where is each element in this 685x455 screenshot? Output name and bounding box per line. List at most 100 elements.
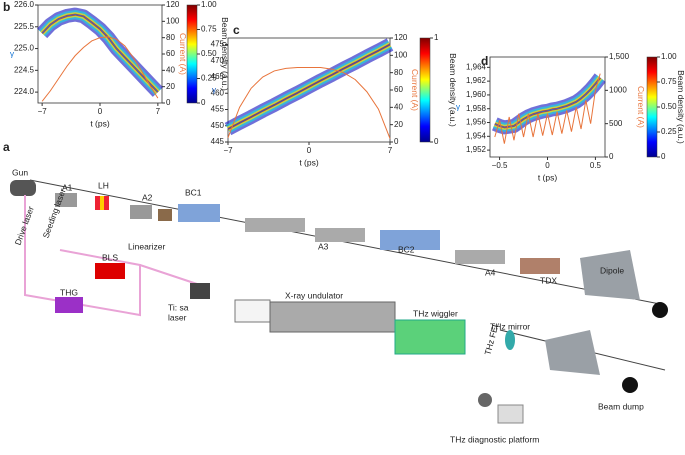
y2-tick-label: 40 bbox=[166, 65, 175, 74]
gun bbox=[10, 180, 36, 196]
beam-dump bbox=[622, 377, 638, 393]
colorbar-tick-label: 0 bbox=[661, 152, 666, 161]
y2-tick-label: 20 bbox=[166, 82, 175, 91]
gun-box bbox=[234, 299, 271, 323]
gamma-line bbox=[227, 44, 391, 130]
colorbar-tick-label: 0.50 bbox=[661, 102, 677, 111]
colorbar bbox=[419, 37, 431, 143]
colorbar-label: Beam density (a.u.) bbox=[220, 17, 230, 91]
colorbar-tick-label: 0.75 bbox=[201, 25, 217, 34]
diagram-label: THG bbox=[60, 287, 78, 297]
y2-tick-label: 60 bbox=[394, 85, 403, 94]
y2-tick-label: 0 bbox=[609, 152, 614, 161]
y-tick-label: 475 bbox=[211, 40, 225, 49]
beam-dump bbox=[652, 302, 668, 318]
diagram-label: X-ray undulator bbox=[285, 290, 343, 300]
bls-box bbox=[95, 263, 125, 279]
accelerator bbox=[315, 228, 365, 242]
x-tick-label: 7 bbox=[388, 146, 393, 155]
current-line bbox=[41, 36, 159, 102]
y-axis-label: γ bbox=[456, 101, 461, 111]
colorbar-tick-label: 0 bbox=[201, 98, 206, 107]
colorbar-label: Beam density (a.u.) bbox=[448, 53, 458, 127]
current-line bbox=[227, 66, 391, 139]
panel-label: c bbox=[233, 23, 240, 37]
y2-tick-label: 0 bbox=[394, 137, 399, 146]
diagram-label: A1 bbox=[62, 182, 73, 192]
x-tick-label: 0 bbox=[545, 161, 550, 170]
y2-tick-label: 1,500 bbox=[609, 52, 630, 61]
colorbar bbox=[646, 56, 658, 158]
x-axis-label: t (ps) bbox=[90, 118, 110, 128]
diagram-label: BC2 bbox=[398, 244, 415, 254]
colorbar-tick-label: 0 bbox=[434, 137, 439, 146]
y2-tick-label: 20 bbox=[394, 120, 403, 129]
thg-box bbox=[55, 297, 83, 313]
y-tick-label: 1,962 bbox=[466, 76, 487, 85]
diagram-label: THz diagnostic platform bbox=[450, 434, 539, 444]
x-tick-label: −0.5 bbox=[492, 161, 508, 170]
y2-tick-label: 100 bbox=[166, 16, 180, 25]
y-tick-label: 460 bbox=[211, 88, 225, 97]
accelerator bbox=[55, 193, 77, 207]
y2-axis-label: Current (A) bbox=[178, 33, 188, 75]
x-tick-label: −7 bbox=[38, 107, 48, 116]
y2-tick-label: 80 bbox=[394, 68, 403, 77]
y-tick-label: 226.0 bbox=[14, 0, 35, 9]
y-tick-label: 1,952 bbox=[466, 145, 487, 154]
y2-tick-label: 500 bbox=[609, 119, 623, 128]
x-tick-label: 7 bbox=[156, 107, 161, 116]
y-tick-label: 455 bbox=[211, 105, 225, 114]
ti-sa-box bbox=[190, 283, 210, 299]
y2-tick-label: 0 bbox=[166, 98, 171, 107]
colorbar-tick-label: 1 bbox=[434, 33, 439, 42]
beamline bbox=[29, 179, 666, 306]
diagram-label: Drive laser bbox=[13, 205, 36, 247]
colorbar-tick-label: 0.75 bbox=[661, 77, 677, 86]
diagram-label: LH bbox=[98, 180, 109, 190]
y-axis-label: γ bbox=[212, 84, 217, 94]
linearizer bbox=[158, 209, 172, 221]
y-tick-label: 1,954 bbox=[466, 131, 487, 140]
x-tick-label: 0.5 bbox=[590, 161, 602, 170]
y-tick-label: 224.0 bbox=[14, 87, 35, 96]
diagram-label: THz FEL bbox=[482, 321, 500, 356]
panel-label: d bbox=[481, 54, 488, 68]
y-tick-label: 1,958 bbox=[466, 104, 487, 113]
mirror bbox=[505, 330, 515, 350]
y2-tick-label: 100 bbox=[394, 50, 408, 59]
accelerator bbox=[455, 250, 505, 264]
colorbar-tick-label: 0.25 bbox=[201, 74, 217, 83]
diagram-label: BC1 bbox=[185, 187, 202, 197]
diagram-label: laser bbox=[168, 312, 187, 322]
wiggler bbox=[394, 319, 466, 355]
colorbar-tick-label: 1.00 bbox=[661, 52, 677, 61]
setup-diagram: a bbox=[3, 140, 668, 424]
diagram-label: THz mirror bbox=[490, 321, 530, 331]
diagram-label: Beam dump bbox=[598, 401, 644, 411]
diagram-label: Linearizer bbox=[128, 241, 165, 251]
laser-path bbox=[24, 195, 201, 317]
gamma-line bbox=[41, 14, 159, 93]
y-tick-label: 225.5 bbox=[14, 22, 35, 31]
y2-axis-label: Current (A) bbox=[636, 86, 646, 128]
y-tick-label: 224.5 bbox=[14, 65, 35, 74]
diagram-label: Ti: sa bbox=[168, 302, 189, 312]
y-axis-label: γ bbox=[10, 48, 15, 58]
diagram-label: BLS bbox=[102, 252, 118, 262]
y2-tick-label: 1000 bbox=[609, 85, 627, 94]
y-tick-label: 470 bbox=[211, 56, 225, 65]
chicane bbox=[178, 204, 220, 222]
x-axis-label: t (ps) bbox=[299, 157, 319, 167]
y-tick-label: 1,964 bbox=[466, 62, 487, 71]
chicane bbox=[380, 230, 440, 250]
undulator bbox=[269, 301, 396, 333]
density-band bbox=[492, 73, 606, 135]
colorbar-label: Beam density (a.u.) bbox=[676, 70, 685, 144]
y-tick-label: 225.0 bbox=[14, 44, 35, 53]
diagram-label: A3 bbox=[318, 241, 329, 251]
colorbar-tick-label: 1.00 bbox=[201, 0, 217, 9]
y2-tick-label: 120 bbox=[166, 0, 180, 9]
x-tick-label: 0 bbox=[307, 146, 312, 155]
